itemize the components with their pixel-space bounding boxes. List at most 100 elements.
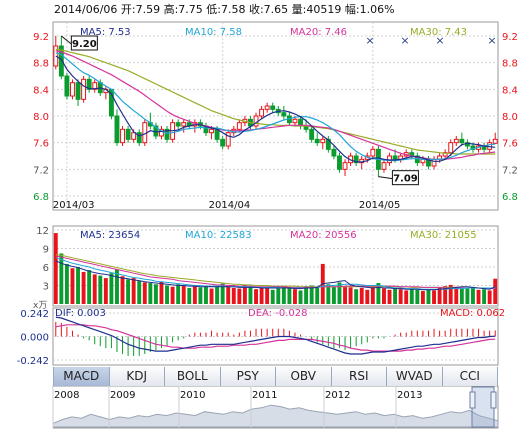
macd-legend-item: DEA: -0.028 — [248, 308, 307, 319]
indicator-tabs: MACD KDJ BOLL PSY OBV RSI WVAD CCI — [53, 367, 498, 386]
tab-boll[interactable]: BOLL — [165, 367, 221, 386]
tab-kdj[interactable]: KDJ — [109, 367, 165, 386]
volume-bar — [437, 287, 442, 304]
volume-y-tick: 9 — [43, 245, 49, 256]
volume-bar — [81, 271, 86, 304]
candle-body — [181, 122, 187, 127]
volume-unit-label: x万 — [33, 301, 47, 311]
macd-y-tick: 0.000 — [20, 333, 49, 344]
overview-left-handle — [469, 391, 476, 409]
volume-bar — [337, 282, 342, 304]
volume-bar — [59, 253, 64, 304]
tab-wvad[interactable]: WVAD — [387, 367, 443, 386]
candle-body — [381, 162, 387, 170]
macd-lines — [55, 316, 496, 355]
volume-bar — [165, 285, 169, 304]
tab-psy[interactable]: PSY — [220, 367, 276, 386]
volume-bar — [487, 290, 492, 304]
macd-legend: DIF: 0.003 DEA: -0.028 MACD: 0.062 — [55, 308, 505, 319]
volume-bar — [98, 275, 103, 304]
candle-body — [492, 138, 498, 144]
volume-ma10-line — [55, 257, 496, 290]
candle-body — [320, 138, 326, 144]
overview-year-label: 2009 — [110, 390, 135, 401]
volume-ma5-line — [55, 260, 496, 291]
volume-bar — [376, 283, 381, 304]
price-y-tick-right: 8.8 — [502, 59, 518, 70]
volume-bar — [109, 273, 114, 304]
overview-year-label: 2011 — [252, 390, 277, 401]
volume-legend-item: MA30: 21055 — [410, 230, 477, 241]
volume-bar — [426, 289, 431, 304]
candle-body — [86, 78, 92, 90]
tab-macd[interactable]: MACD — [53, 367, 110, 386]
tab-rsi[interactable]: RSI — [331, 367, 387, 386]
volume-y-tick: 6 — [43, 263, 49, 274]
volume-bar — [215, 286, 220, 304]
volume-bar — [293, 289, 297, 304]
price-x-tick: 2014/04 — [209, 200, 251, 211]
candle-body — [220, 138, 226, 147]
price-extreme-labels: 9.20 7.09 — [61, 35, 419, 186]
volume-bar — [53, 233, 58, 304]
volume-bar — [159, 281, 164, 304]
price-legend-item: MA10: 7.58 — [185, 27, 242, 38]
price-legend-item: MA30: 7.43 — [410, 27, 467, 38]
tab-cci[interactable]: CCI — [442, 367, 498, 386]
volume-bar — [187, 287, 192, 304]
candle-body — [64, 75, 70, 97]
candle-body — [125, 128, 131, 140]
candle-body — [70, 82, 75, 97]
volume-legend-item: MA10: 22583 — [185, 230, 252, 241]
macd-dea-line — [55, 324, 496, 352]
overview-area-path — [52, 404, 499, 428]
volume-bar — [398, 289, 403, 304]
volume-bar — [331, 286, 336, 304]
price-y-tick-right: 8.0 — [502, 112, 518, 123]
volume-bar — [153, 284, 158, 304]
volume-bar — [142, 282, 147, 304]
volume-bar — [64, 263, 69, 304]
volume-bar — [359, 287, 364, 304]
volume-bar — [454, 286, 459, 304]
max-price-label: 9.20 — [72, 39, 97, 50]
volume-bar — [237, 288, 242, 304]
max-price-pointer — [61, 35, 72, 45]
volume-bar — [226, 286, 231, 304]
candle-body — [225, 132, 231, 147]
price-y-tick-right: 8.4 — [502, 85, 518, 96]
candle-body — [164, 128, 170, 140]
candle-body — [431, 158, 437, 167]
candle-body — [442, 152, 448, 157]
price-candles — [53, 36, 498, 177]
candle-body — [120, 128, 125, 144]
candle-body — [281, 112, 287, 117]
macd-legend-item: MACD: 0.062 — [440, 308, 505, 319]
tab-obv[interactable]: OBV — [276, 367, 332, 386]
volume-bar — [326, 284, 331, 304]
event-marker-icon: × — [400, 34, 409, 47]
price-y-tick: 6.8 — [33, 192, 49, 203]
volume-bar — [476, 289, 481, 304]
volume-legend-item: MA20: 20556 — [290, 230, 357, 241]
macd-histogram — [55, 321, 496, 356]
volume-bar — [448, 284, 453, 304]
candle-body — [292, 118, 298, 124]
volume-legend-item: MA5: 23654 — [80, 230, 140, 241]
volume-bar — [287, 287, 292, 304]
volume-bar — [87, 270, 92, 304]
price-y-tick: 7.6 — [33, 139, 49, 150]
volume-bar — [471, 287, 475, 304]
overview-area[interactable]: 2008 2009 2010 2011 2012 2013 — [52, 386, 499, 428]
volume-bar — [315, 287, 320, 304]
candle-body — [448, 142, 454, 154]
price-ma30-line — [55, 48, 496, 155]
overview-year-label: 2008 — [54, 390, 79, 401]
candle-body — [209, 128, 214, 134]
volume-bar — [115, 269, 119, 304]
candle-body — [459, 138, 465, 144]
max-price-box — [70, 35, 98, 51]
price-panel[interactable] — [52, 21, 499, 211]
price-ma10-line — [55, 52, 496, 162]
volume-bar — [432, 290, 436, 304]
